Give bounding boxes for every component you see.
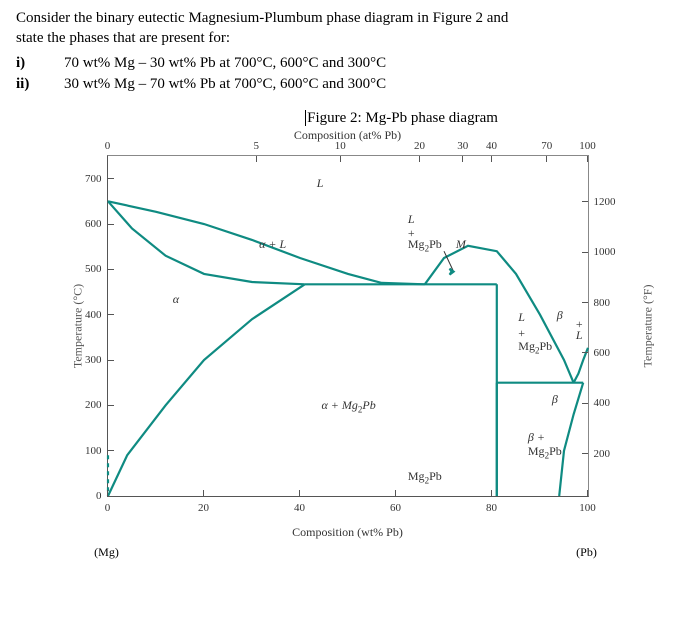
tick-mark (491, 156, 492, 162)
fig-title-rest: igure 2: Mg-Pb phase diagram (315, 110, 497, 126)
region-label: L (576, 328, 583, 343)
axis-tick: 200 (85, 399, 102, 411)
chart-area: Composition (at% Pb) Composition (wt% Pb… (107, 155, 589, 497)
tick-mark (203, 490, 204, 496)
tick-mark (108, 314, 114, 315)
tick-mark (395, 490, 396, 496)
region-label: Mg2Pb (408, 469, 442, 485)
axis-tick: 600 (594, 347, 611, 359)
tick-mark (462, 156, 463, 162)
region-label: Mg2Pb (518, 339, 552, 355)
axis-tick: 20 (198, 502, 209, 514)
axis-tick: 5 (254, 140, 260, 152)
axis-tick: 700 (85, 173, 102, 185)
region-label: Mg2Pb (528, 444, 562, 460)
intro-line1: Consider the binary eutectic Magnesium-P… (16, 10, 508, 26)
tick-mark (108, 496, 114, 497)
tick-mark (587, 156, 588, 162)
axis-tick: 800 (594, 297, 611, 309)
axis-tick: 70 (541, 140, 552, 152)
region-label: α (173, 292, 179, 307)
axis-tick: 20 (414, 140, 425, 152)
question-item: ii) 30 wt% Mg – 70 wt% Pb at 700°C, 600°… (16, 74, 657, 96)
tick-mark (107, 490, 108, 496)
axis-tick: 0 (105, 140, 111, 152)
axis-label-top: Composition (at% Pb) (294, 128, 401, 143)
axis-tick: 40 (294, 502, 305, 514)
axis-label-right: Temperature (°F) (640, 285, 655, 368)
tick-mark (107, 156, 108, 162)
axis-tick: 400 (594, 397, 611, 409)
region-label: M (456, 237, 466, 252)
item-text: 70 wt% Mg – 30 wt% Pb at 700°C, 600°C an… (64, 53, 657, 75)
phase-diagram-chart: Composition (at% Pb) Composition (wt% Pb… (67, 155, 607, 497)
tick-mark (340, 156, 341, 162)
region-label: α + L (259, 237, 286, 252)
tick-mark (582, 252, 588, 253)
item-number: ii) (16, 74, 64, 96)
tick-mark (582, 453, 588, 454)
figure-title: Figure 2: Mg-Pb phase diagram (146, 110, 657, 127)
axis-tick: 100 (85, 445, 102, 457)
tick-mark (256, 156, 257, 162)
item-number: i) (16, 53, 64, 75)
region-label: β (552, 392, 558, 407)
axis-tick: 10 (335, 140, 346, 152)
tick-mark (419, 156, 420, 162)
tick-mark (108, 224, 114, 225)
question-items: i) 70 wt% Mg – 30 wt% Pb at 700°C, 600°C… (16, 53, 657, 97)
tick-mark (108, 178, 114, 179)
document-page: Consider the binary eutectic Magnesium-P… (0, 0, 673, 507)
tick-mark (582, 201, 588, 202)
intro-line2: state the phases that are present for: (16, 30, 230, 46)
tick-mark (582, 352, 588, 353)
region-label: α + Mg2Pb (322, 398, 376, 414)
axis-tick: 1200 (594, 196, 616, 208)
corner-label-pb: (Pb) (576, 545, 597, 560)
axis-tick: 500 (85, 263, 102, 275)
region-label: Mg2Pb (408, 237, 442, 253)
tick-mark (546, 156, 547, 162)
axis-tick: 80 (486, 502, 497, 514)
tick-mark (108, 450, 114, 451)
tick-mark (108, 269, 114, 270)
tick-mark (108, 360, 114, 361)
axis-tick: 100 (579, 140, 596, 152)
axis-tick: 0 (105, 502, 111, 514)
axis-tick: 300 (85, 354, 102, 366)
axis-tick: 200 (594, 448, 611, 460)
axis-label-left: Temperature (°C) (70, 284, 85, 368)
region-label: L (518, 310, 525, 325)
question-item: i) 70 wt% Mg – 30 wt% Pb at 700°C, 600°C… (16, 53, 657, 75)
region-label: β (557, 308, 563, 323)
corner-label-mg: (Mg) (94, 545, 119, 560)
axis-tick: 30 (457, 140, 468, 152)
region-label: L (317, 176, 324, 191)
tick-mark (491, 490, 492, 496)
tick-mark (582, 403, 588, 404)
tick-mark (299, 490, 300, 496)
axis-tick: 0 (96, 490, 102, 502)
tick-mark (587, 490, 588, 496)
item-text: 30 wt% Mg – 70 wt% Pb at 700°C, 600°C an… (64, 74, 657, 96)
axis-tick: 400 (85, 309, 102, 321)
question-intro: Consider the binary eutectic Magnesium-P… (16, 8, 657, 49)
axis-tick: 1000 (594, 246, 616, 258)
tick-mark (582, 302, 588, 303)
tick-mark (108, 405, 114, 406)
axis-tick: 60 (390, 502, 401, 514)
axis-label-bottom: Composition (wt% Pb) (292, 525, 403, 540)
axis-tick: 600 (85, 218, 102, 230)
phase-curves (108, 156, 588, 496)
axis-tick: 40 (486, 140, 497, 152)
fig-title-prefix: F (305, 110, 315, 126)
axis-tick: 100 (579, 502, 596, 514)
